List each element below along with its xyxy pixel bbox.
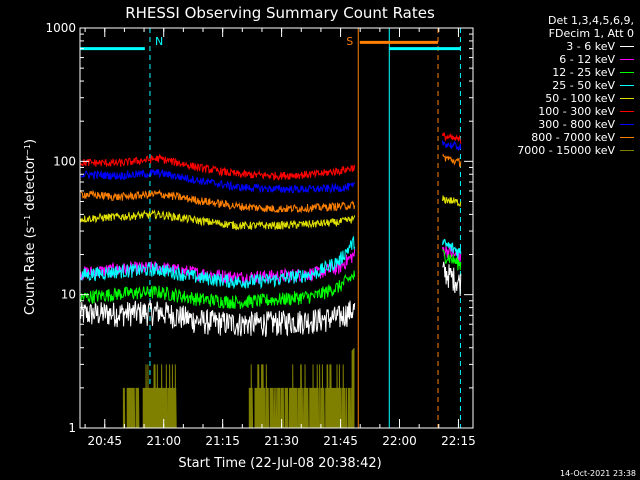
y-tick-label: 1 xyxy=(68,421,76,435)
legend-label: 100 - 300 keV xyxy=(538,105,615,118)
legend-entry: 6 - 12 keV xyxy=(559,53,634,66)
x-tick-label: 21:45 xyxy=(323,434,358,448)
legend-entry: 100 - 300 keV xyxy=(538,105,634,118)
marker-label: N xyxy=(155,35,163,48)
series-line xyxy=(79,140,462,194)
series-line xyxy=(79,261,462,337)
y-axis-label: Count Rate (s−1 detector−1) xyxy=(23,139,39,315)
legend-header: FDecim 1, Att 0 xyxy=(548,27,634,40)
legend-swatch xyxy=(620,59,634,60)
plot-frame xyxy=(79,27,474,429)
legend-swatch xyxy=(620,98,634,99)
legend-label: 7000 - 15000 keV xyxy=(517,144,615,157)
y-tick-label: 10 xyxy=(61,288,76,302)
legend-entry: 25 - 50 keV xyxy=(552,79,634,92)
x-tick-label: 20:45 xyxy=(87,434,122,448)
x-axis-label: Start Time (22-Jul-08 20:38:42) xyxy=(178,456,381,471)
legend-label: 800 - 7000 keV xyxy=(531,131,615,144)
legend-label: 25 - 50 keV xyxy=(552,79,615,92)
legend-entry: 7000 - 15000 keV xyxy=(517,144,634,157)
legend-swatch xyxy=(620,72,634,73)
y-tick-label: 1000 xyxy=(45,21,76,35)
y-tick-label: 100 xyxy=(53,154,76,168)
x-tick-label: 21:00 xyxy=(146,434,181,448)
legend-label: 12 - 25 keV xyxy=(552,66,615,79)
footer-date: 14-Oct-2021 23:38 xyxy=(560,469,636,478)
legend-entry: 12 - 25 keV xyxy=(552,66,634,79)
legend-swatch xyxy=(620,137,634,138)
series-line xyxy=(79,153,462,214)
legend-label: 50 - 100 keV xyxy=(545,92,615,105)
legend-swatch xyxy=(620,150,634,151)
series-line xyxy=(79,236,462,290)
legend-swatch xyxy=(620,111,634,112)
legend-entry: 800 - 7000 keV xyxy=(531,131,634,144)
series-line xyxy=(80,348,355,429)
legend-label: 300 - 800 keV xyxy=(538,118,615,131)
legend-label: 3 - 6 keV xyxy=(566,40,615,53)
x-tick-label: 21:30 xyxy=(264,434,299,448)
legend-swatch xyxy=(620,124,634,125)
series-line xyxy=(79,249,462,310)
series-line xyxy=(79,195,462,231)
x-tick-label: 21:15 xyxy=(205,434,240,448)
x-tick-label: 22:15 xyxy=(441,434,476,448)
legend-swatch xyxy=(620,85,634,86)
legend-label: 6 - 12 keV xyxy=(559,53,615,66)
chart-title: RHESSI Observing Summary Count Rates xyxy=(125,4,435,22)
series-line xyxy=(79,132,462,181)
marker-label: S xyxy=(346,35,353,48)
legend-header: Det 1,3,4,5,6,9, xyxy=(547,14,634,27)
legend-entry: 3 - 6 keV xyxy=(566,40,634,53)
legend-entry: 50 - 100 keV xyxy=(545,92,634,105)
legend-swatch xyxy=(620,46,634,47)
x-tick-label: 22:00 xyxy=(382,434,417,448)
legend-entry: 300 - 800 keV xyxy=(538,118,634,131)
